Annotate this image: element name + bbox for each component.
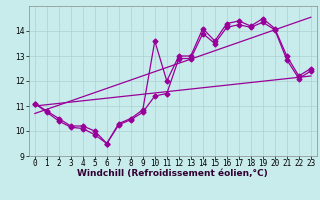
X-axis label: Windchill (Refroidissement éolien,°C): Windchill (Refroidissement éolien,°C) xyxy=(77,169,268,178)
